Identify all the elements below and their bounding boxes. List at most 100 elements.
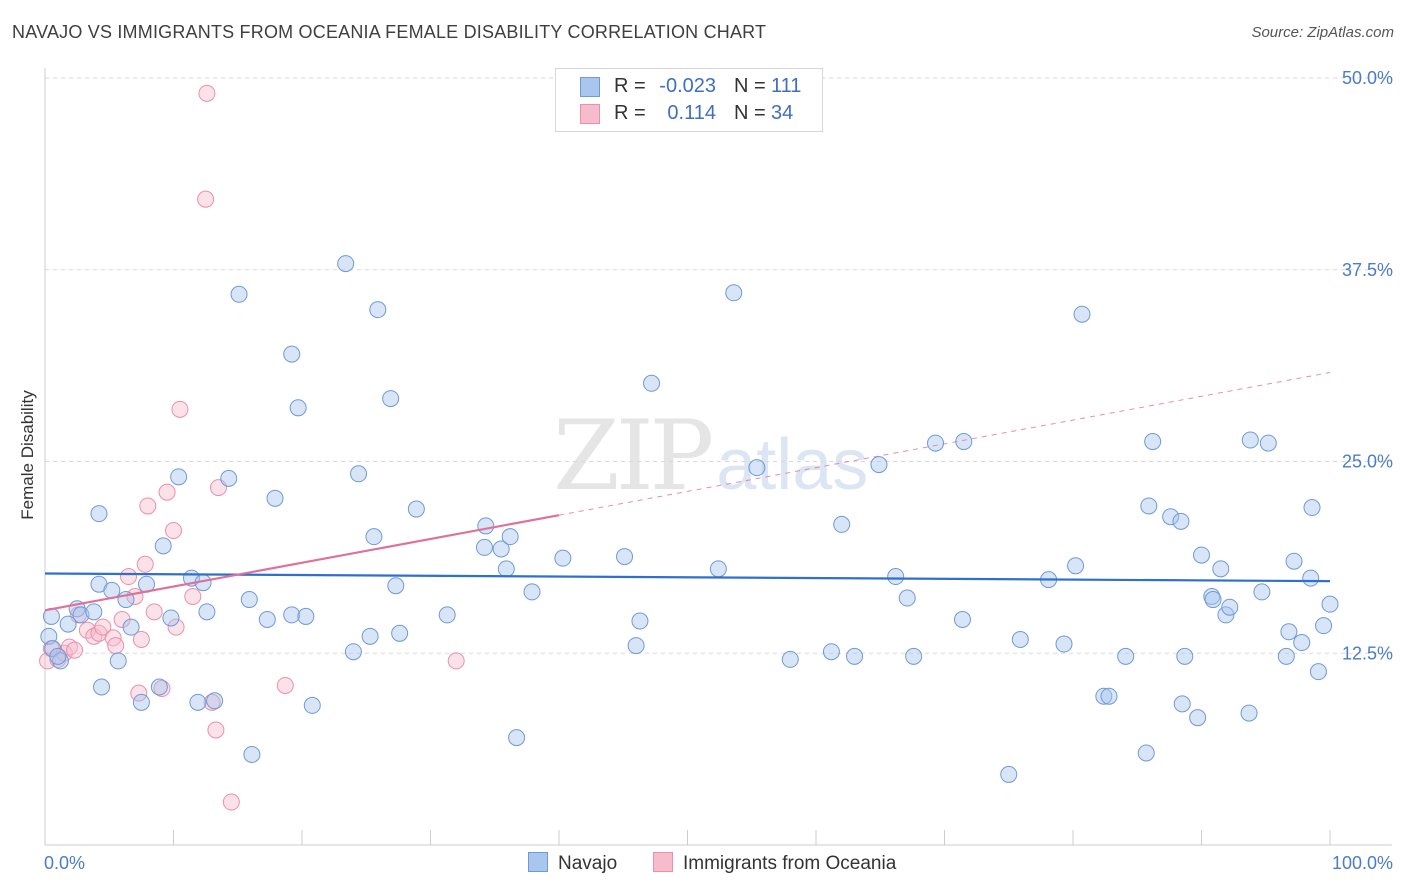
navajo-point [475,538,493,556]
navajo-point [953,611,971,629]
navajo-swatch [528,852,548,872]
chart-title: NAVAJO VS IMMIGRANTS FROM OCEANIA FEMALE… [12,22,767,42]
oceania-point [120,568,138,586]
navajo-point [407,500,425,518]
navajo-point [361,627,379,645]
watermark-zip: ZIP [553,400,714,512]
navajo-point [283,606,301,624]
navajo-point [132,693,150,711]
n-value: 34 [771,102,794,124]
navajo-point [709,560,727,578]
y-tick-label: 37.5% [1342,260,1393,280]
r-value: 0.114 [667,102,716,124]
navajo-point [258,611,276,629]
navajo-point [781,650,799,668]
x-tick-label-min: 0.0% [44,853,85,873]
navajo-point [1055,635,1073,653]
navajo-point [243,745,261,763]
source-label: Source: ZipAtlas.com [1251,24,1394,41]
y-tick-label: 25.0% [1342,452,1393,472]
oceania-swatch [653,852,673,872]
oceania-point [145,603,163,621]
navajo-point [1212,560,1230,578]
navajo-point [1204,591,1222,609]
navajo-point [1173,695,1191,713]
y-tick-label: 50.0% [1342,68,1393,88]
navajo-point [344,643,362,661]
navajo-point [85,603,103,621]
navajo-point [627,637,645,655]
oceania-point [197,190,215,208]
navajo-point [109,652,127,670]
navajo-point [1117,647,1135,665]
oceania-point [198,84,216,102]
navajo-point [283,345,301,363]
oceania-point [139,497,157,515]
n-value: 111 [771,75,802,97]
oceania-point [203,693,221,711]
oceania-point [158,483,176,501]
axes [44,68,1392,846]
navajo-point [523,583,541,601]
navajo-point [1240,704,1258,722]
legend-label-navajo: Navajo [558,853,618,874]
oceania-trend-extension [558,372,1331,516]
navajo-point [1193,546,1210,564]
navajo-point [170,468,188,486]
navajo-point [898,589,916,607]
navajo-point [303,696,321,714]
oceania-point [171,400,189,418]
navajo-point [350,465,368,483]
oceania-point [153,680,171,698]
navajo-swatch [580,77,600,97]
navajo-point [887,568,905,586]
navajo-point [725,284,743,302]
stats-row-navajo: R = -0.023 N = 111 [556,75,822,99]
navajo-point [870,456,888,474]
navajo-point [206,692,224,710]
oceania-point [447,652,465,670]
legend-label-oceania: Immigrants from Oceania [683,853,897,874]
navajo-point [1000,765,1018,783]
oceania-point [184,587,202,605]
oceania-trend-line [44,514,560,612]
navajo-point [492,540,510,558]
navajo-point [438,606,456,624]
r-label: R = [614,102,646,124]
navajo-point [631,612,649,630]
navajo-point [1176,647,1194,665]
x-tick-label-max: 100.0% [1332,853,1393,873]
navajo-point [297,607,315,625]
navajo-trend-line [44,572,1331,583]
navajo-point [1321,595,1339,613]
navajo-point [1259,434,1277,452]
watermark-atlas: atlas [716,425,869,505]
navajo-point [189,693,207,711]
navajo-point [554,549,572,567]
navajo-point [289,399,307,417]
legend-item-navajo: Navajo [528,852,617,875]
navajo-point [833,515,851,533]
navajo-point [1011,630,1029,648]
oceania-point [167,618,185,636]
navajo-point [508,729,526,747]
oceania-point [66,641,84,659]
navajo-point [1095,687,1113,705]
oceania-point [276,676,294,694]
stats-legend: R = -0.023 N = 111 R = 0.114 N = 34 [555,68,823,132]
navajo-point [748,459,766,477]
oceania-point [165,522,182,540]
navajo-point [220,469,238,487]
navajo-point [501,528,519,546]
oceania-point [107,637,125,655]
r-label: R = [614,75,646,97]
navajo-point [477,517,495,535]
navajo-point [616,548,634,566]
navajo-point [150,678,168,696]
y-tick-label: 12.5% [1342,643,1393,663]
navajo-point [1172,512,1190,530]
navajo-point [1189,709,1207,727]
navajo-point [365,528,383,546]
navajo-point [51,652,69,670]
navajo-point [198,603,216,621]
